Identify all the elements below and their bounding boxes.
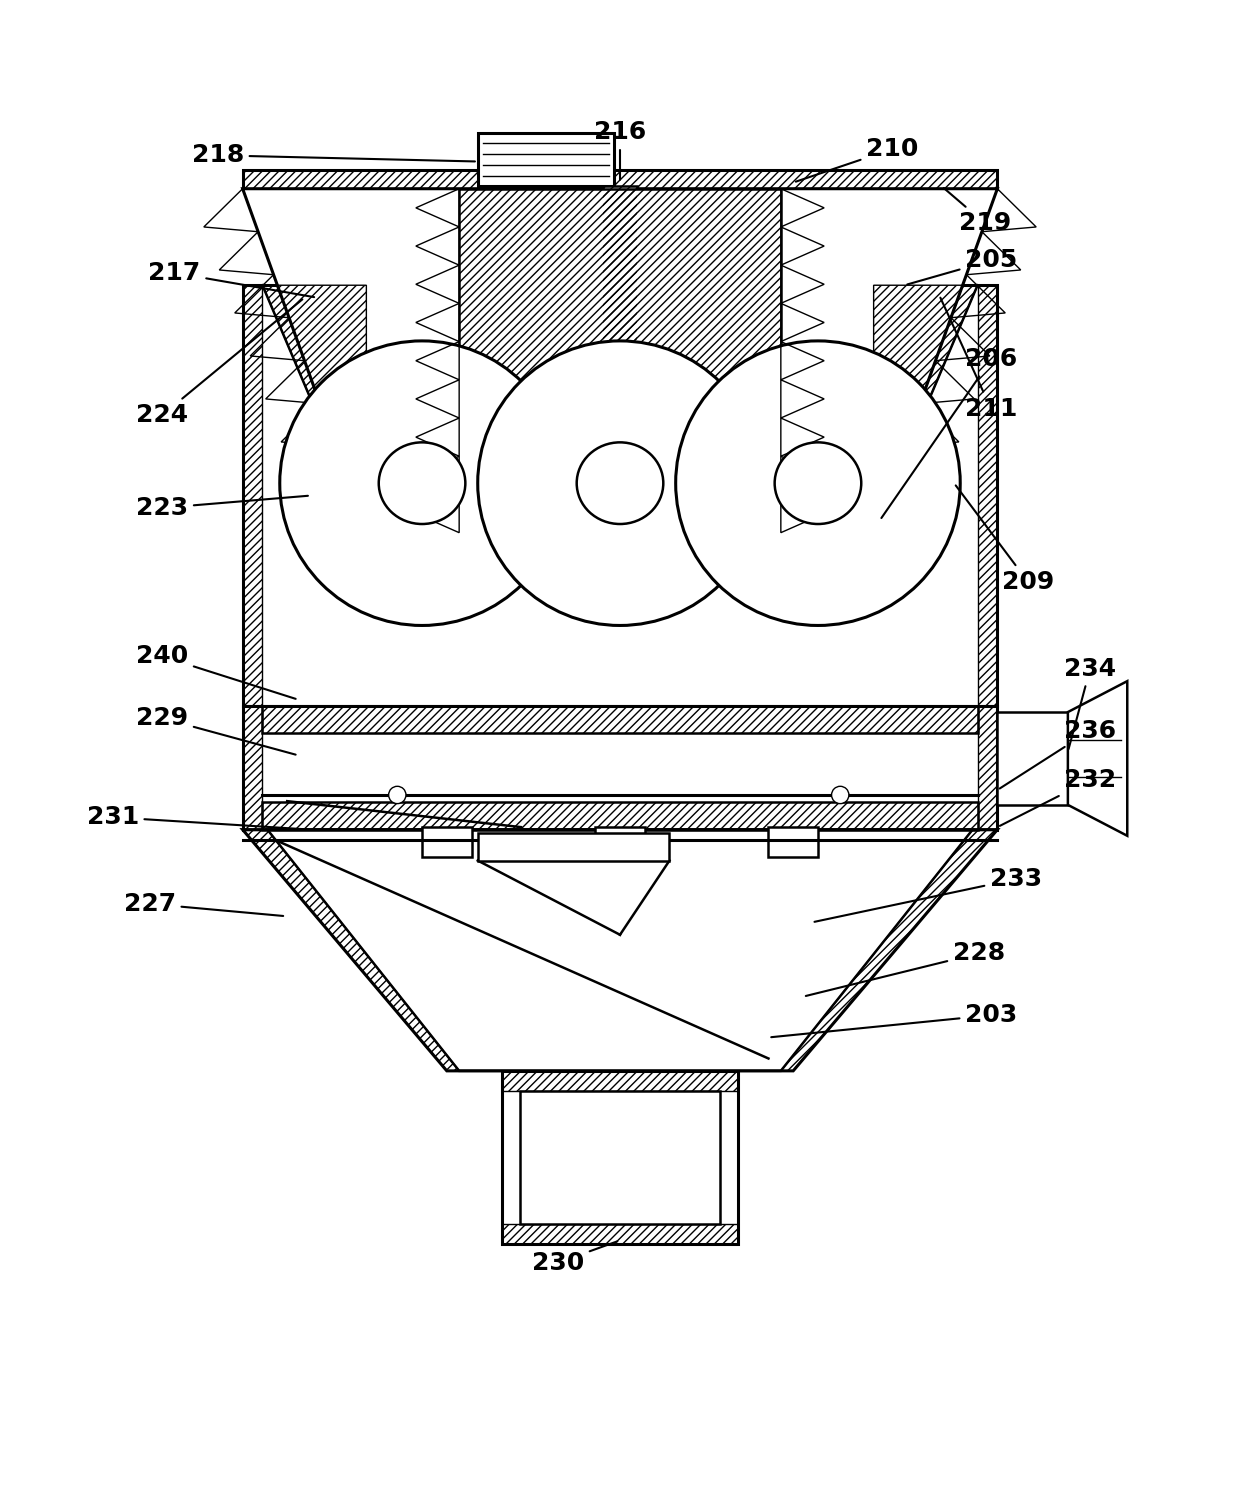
- Text: 234: 234: [1064, 657, 1116, 749]
- Ellipse shape: [378, 443, 465, 525]
- Text: 203: 203: [771, 1003, 1017, 1037]
- Text: 230: 230: [532, 1241, 618, 1275]
- Text: 232: 232: [999, 768, 1116, 826]
- Text: 231: 231: [87, 805, 308, 829]
- Text: 240: 240: [136, 645, 295, 698]
- Bar: [997, 712, 1068, 805]
- Bar: [243, 171, 997, 189]
- Text: 211: 211: [940, 297, 1017, 421]
- Text: 233: 233: [815, 868, 1042, 921]
- Bar: [263, 706, 977, 733]
- Bar: [366, 531, 874, 547]
- Text: 229: 229: [136, 706, 295, 755]
- Ellipse shape: [676, 340, 960, 626]
- Text: 223: 223: [136, 496, 308, 520]
- Bar: [243, 171, 997, 189]
- Bar: [263, 802, 977, 829]
- Bar: [603, 186, 637, 542]
- Circle shape: [388, 786, 405, 804]
- Ellipse shape: [775, 443, 862, 525]
- Bar: [243, 285, 263, 706]
- Polygon shape: [243, 829, 997, 1071]
- Ellipse shape: [577, 443, 663, 525]
- Bar: [977, 706, 997, 829]
- Bar: [243, 706, 263, 829]
- Text: 216: 216: [594, 120, 646, 180]
- Bar: [502, 1071, 738, 1244]
- Circle shape: [832, 786, 849, 804]
- Bar: [422, 828, 471, 857]
- Text: 219: 219: [944, 189, 1011, 235]
- Text: 217: 217: [149, 262, 314, 297]
- Bar: [477, 134, 614, 186]
- Bar: [243, 706, 997, 829]
- Text: 228: 228: [806, 941, 1004, 996]
- Ellipse shape: [280, 340, 564, 626]
- Bar: [595, 828, 645, 857]
- Ellipse shape: [477, 340, 763, 626]
- Bar: [477, 834, 670, 860]
- Bar: [977, 285, 997, 706]
- Text: 224: 224: [136, 299, 303, 426]
- Bar: [459, 189, 781, 532]
- Bar: [502, 1224, 738, 1244]
- Bar: [520, 1091, 720, 1224]
- Bar: [459, 189, 781, 532]
- Polygon shape: [243, 189, 997, 532]
- Bar: [243, 285, 997, 706]
- Bar: [502, 1071, 738, 1091]
- Text: 205: 205: [908, 248, 1017, 284]
- Text: 227: 227: [124, 892, 283, 915]
- Bar: [603, 186, 637, 542]
- Text: 210: 210: [796, 137, 919, 181]
- Text: 218: 218: [192, 143, 475, 168]
- Text: 206: 206: [882, 348, 1017, 519]
- Bar: [769, 828, 818, 857]
- Text: 209: 209: [956, 486, 1054, 594]
- Text: 236: 236: [999, 719, 1116, 789]
- Polygon shape: [1068, 681, 1127, 835]
